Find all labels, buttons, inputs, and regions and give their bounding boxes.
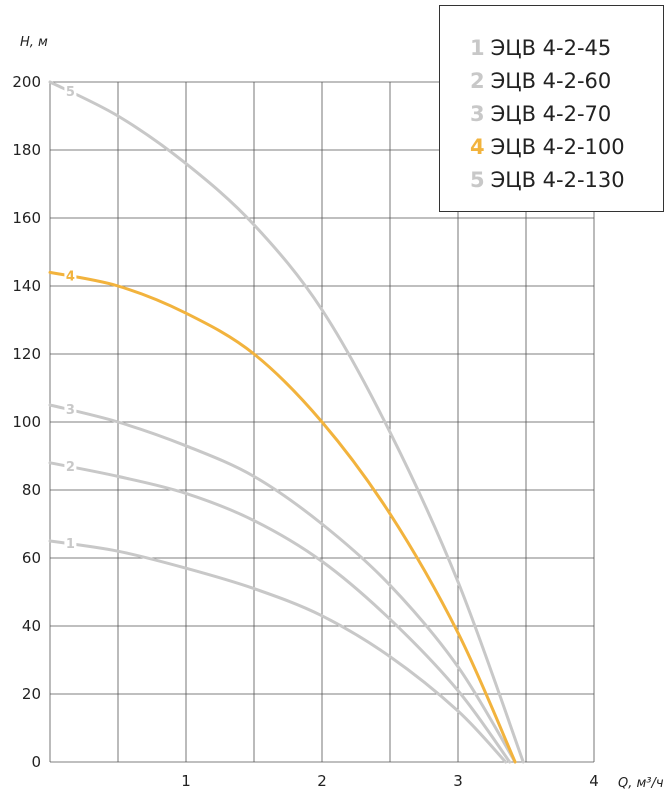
y-tick-label: 60 bbox=[22, 549, 41, 567]
curve-number-labels: 1 2 3 4 5 bbox=[64, 84, 77, 552]
legend-item-label: ЭЦВ 4-2-100 bbox=[490, 135, 625, 159]
legend-item: 1 ЭЦВ 4-2-45 bbox=[470, 32, 663, 65]
legend-item: 4 ЭЦВ 4-2-100 bbox=[470, 131, 663, 164]
series-line-5 bbox=[48, 80, 525, 764]
y-tick-label: 120 bbox=[12, 345, 41, 363]
y-tick-label: 0 bbox=[31, 753, 41, 771]
legend-item-number: 5 bbox=[470, 168, 485, 192]
y-tick-label: 100 bbox=[12, 413, 41, 431]
x-tick-label: 1 bbox=[181, 772, 191, 790]
curve-label-background bbox=[64, 536, 77, 551]
series-line-2 bbox=[48, 461, 512, 764]
curve-number-label: 4 bbox=[66, 269, 75, 284]
y-axis-title: H, м bbox=[20, 35, 48, 50]
y-tick-label: 200 bbox=[12, 73, 41, 91]
y-axis-tick-labels: 0 20 40 60 80 100 120 140 160 180 200 bbox=[12, 73, 41, 771]
y-tick-label: 160 bbox=[12, 209, 41, 227]
legend-item-label: ЭЦВ 4-2-130 bbox=[490, 168, 625, 192]
x-tick-label: 3 bbox=[453, 772, 463, 790]
legend-item-number: 1 bbox=[470, 36, 485, 60]
curve-number-label: 1 bbox=[66, 537, 75, 552]
y-tick-label: 140 bbox=[12, 277, 41, 295]
x-axis-title: Q, м³/ч bbox=[618, 776, 664, 791]
curve-number-label: 2 bbox=[66, 460, 75, 475]
legend-item: 2 ЭЦВ 4-2-60 bbox=[470, 65, 663, 98]
series-line-1 bbox=[48, 539, 508, 764]
chart-curves bbox=[48, 80, 525, 764]
y-tick-label: 40 bbox=[22, 617, 41, 635]
legend-item-label: ЭЦВ 4-2-60 bbox=[490, 69, 612, 93]
x-tick-label: 4 bbox=[589, 772, 599, 790]
legend-item-number: 2 bbox=[470, 69, 485, 93]
curve-label-background bbox=[64, 268, 77, 283]
chart-grid bbox=[49, 81, 595, 763]
curve-label-background bbox=[64, 84, 77, 99]
legend-item: 5 ЭЦВ 4-2-130 bbox=[470, 164, 663, 197]
legend-item: 3 ЭЦВ 4-2-70 bbox=[470, 98, 663, 131]
series-line-4 bbox=[48, 270, 517, 764]
x-tick-label: 2 bbox=[317, 772, 327, 790]
curve-number-label: 3 bbox=[66, 403, 75, 418]
legend-item-number: 3 bbox=[470, 102, 485, 126]
y-tick-label: 80 bbox=[22, 481, 41, 499]
y-tick-label: 20 bbox=[22, 685, 41, 703]
legend-item-label: ЭЦВ 4-2-70 bbox=[490, 102, 612, 126]
curve-number-label: 5 bbox=[66, 85, 75, 100]
legend: 1 ЭЦВ 4-2-45 2 ЭЦВ 4-2-60 3 ЭЦВ 4-2-70 4 ЭЦВ… bbox=[439, 5, 664, 212]
curve-label-background bbox=[64, 458, 77, 473]
curve-label-background bbox=[64, 402, 77, 417]
x-axis-tick-labels: 1 2 3 4 bbox=[181, 772, 599, 790]
legend-item-number: 4 bbox=[470, 135, 485, 159]
legend-item-label: ЭЦВ 4-2-45 bbox=[490, 36, 612, 60]
y-tick-label: 180 bbox=[12, 141, 41, 159]
series-line-3 bbox=[48, 403, 517, 764]
